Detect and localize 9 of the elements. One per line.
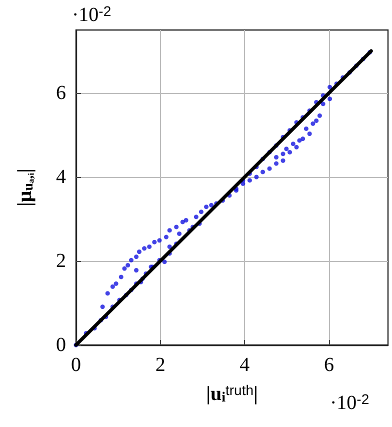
x-tick-label: 6 xyxy=(324,354,334,376)
x-tick-label: 4 xyxy=(240,354,250,376)
x-tick-label: 2 xyxy=(155,354,166,376)
y-tick-label: 6 xyxy=(56,82,66,104)
x-tick-label: 0 xyxy=(71,354,81,376)
y-tick-label: 4 xyxy=(56,166,66,188)
y-tick-label: 2 xyxy=(56,250,66,272)
y-tick-label: 0 xyxy=(56,334,66,356)
y-axis-title: |μuₐ,ᵢ| xyxy=(14,168,36,207)
